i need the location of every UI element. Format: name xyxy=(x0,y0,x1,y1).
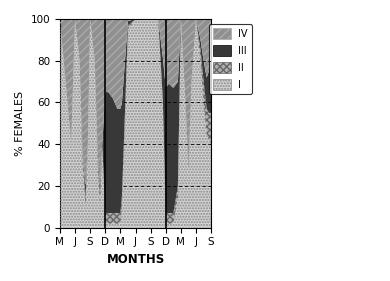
Legend: IV, III, II, I: IV, III, II, I xyxy=(209,24,252,94)
Y-axis label: % FEMALES: % FEMALES xyxy=(15,91,25,156)
X-axis label: MONTHS: MONTHS xyxy=(106,253,165,266)
